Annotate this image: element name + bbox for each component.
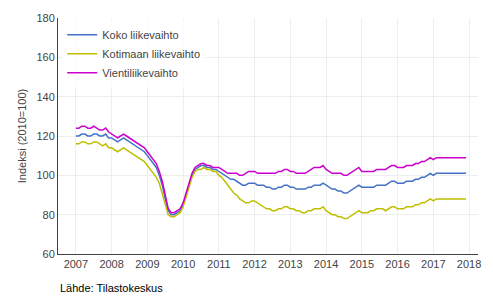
svg-text:2008: 2008	[99, 258, 123, 270]
svg-text:Lähde: Tilastokeskus: Lähde: Tilastokeskus	[60, 282, 163, 294]
svg-text:2007: 2007	[64, 258, 88, 270]
svg-text:80: 80	[43, 209, 55, 221]
svg-text:160: 160	[36, 51, 54, 63]
svg-text:180: 180	[36, 12, 54, 24]
svg-text:Kotimaan liikevaihto: Kotimaan liikevaihto	[102, 48, 200, 60]
svg-text:Koko liikevaihto: Koko liikevaihto	[102, 29, 178, 41]
svg-text:60: 60	[43, 248, 55, 260]
svg-text:2015: 2015	[350, 258, 374, 270]
svg-text:100: 100	[36, 169, 54, 181]
svg-text:140: 140	[36, 91, 54, 103]
svg-text:2017: 2017	[421, 258, 445, 270]
svg-text:2018: 2018	[457, 258, 481, 270]
svg-text:2010: 2010	[171, 258, 195, 270]
svg-text:Indeksi (2010=100): Indeksi (2010=100)	[16, 89, 28, 183]
svg-text:2016: 2016	[385, 258, 409, 270]
svg-text:2012: 2012	[242, 258, 266, 270]
svg-text:2009: 2009	[135, 258, 159, 270]
svg-text:2011: 2011	[207, 258, 231, 270]
svg-text:Vientiliikevaihto: Vientiliikevaihto	[102, 67, 178, 79]
svg-text:2013: 2013	[278, 258, 302, 270]
svg-text:2014: 2014	[314, 258, 338, 270]
svg-text:120: 120	[36, 130, 54, 142]
